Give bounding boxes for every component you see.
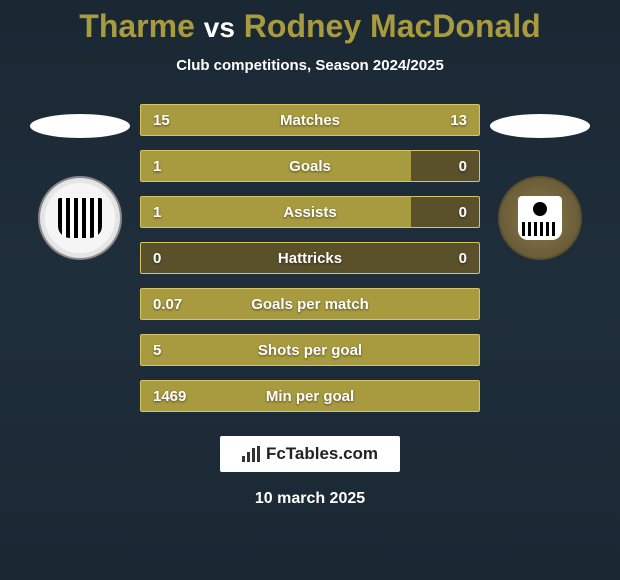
stat-row: 1469 Min per goal [140, 380, 480, 412]
stat-row: 0 Hattricks 0 [140, 242, 480, 274]
subtitle: Club competitions, Season 2024/2025 [0, 57, 620, 74]
player1-name: Tharme [79, 8, 195, 44]
stat-label: Assists [283, 204, 336, 221]
stat-row: 1 Goals 0 [140, 150, 480, 182]
stat-right-value: 0 [459, 204, 467, 221]
stat-left-value: 0.07 [153, 296, 182, 313]
brand-text: FcTables.com [266, 444, 378, 464]
left-column [20, 104, 140, 260]
player2-name: Rodney MacDonald [244, 8, 541, 44]
stat-row: 15 Matches 13 [140, 104, 480, 136]
right-column [480, 104, 600, 260]
stat-right-value: 13 [450, 112, 467, 129]
stat-label: Goals [289, 158, 331, 175]
footer-date: 10 march 2025 [0, 490, 620, 508]
barchart-icon [242, 446, 262, 462]
bar-fill-left [141, 151, 411, 181]
stat-label: Hattricks [278, 250, 342, 267]
stat-row: 1 Assists 0 [140, 196, 480, 228]
stat-left-value: 5 [153, 342, 161, 359]
stat-row: 5 Shots per goal [140, 334, 480, 366]
club2-badge-icon [498, 176, 582, 260]
stat-left-value: 1 [153, 158, 161, 175]
stat-left-value: 15 [153, 112, 170, 129]
stat-row: 0.07 Goals per match [140, 288, 480, 320]
stats-area: 15 Matches 13 1 Goals 0 1 Assists 0 0 Hattricks 0 0.… [0, 104, 620, 412]
stat-label: Min per goal [266, 388, 354, 405]
stat-left-value: 0 [153, 250, 161, 267]
stat-right-value: 0 [459, 250, 467, 267]
brand-logo: FcTables.com [220, 436, 400, 472]
stat-label: Matches [280, 112, 340, 129]
vs-text: vs [204, 12, 235, 43]
stat-bars: 15 Matches 13 1 Goals 0 1 Assists 0 0 Hattricks 0 0.… [140, 104, 480, 412]
stat-left-value: 1 [153, 204, 161, 221]
stat-right-value: 0 [459, 158, 467, 175]
stat-label: Shots per goal [258, 342, 362, 359]
bar-fill-left [141, 197, 411, 227]
club1-badge-icon [38, 176, 122, 260]
player2-head-icon [490, 114, 590, 138]
stat-left-value: 1469 [153, 388, 186, 405]
page-title: Tharme vs Rodney MacDonald [0, 0, 620, 45]
player1-head-icon [30, 114, 130, 138]
stat-label: Goals per match [251, 296, 369, 313]
